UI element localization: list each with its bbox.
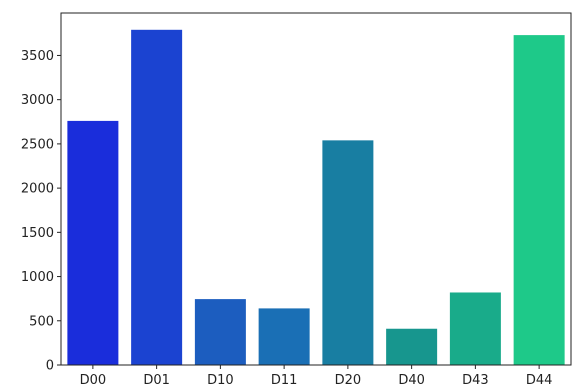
x-tick-label: D01 [143,373,170,388]
bar-d44 [513,35,565,366]
y-axis: 0 500 1000 1500 2000 2500 3000 3500 [21,49,61,374]
x-tick-label: D10 [207,373,234,388]
bar-d20 [322,140,374,365]
x-tick-label: D00 [80,373,107,388]
x-tick-label: D20 [335,373,362,388]
bar-d43 [449,292,501,365]
bars-group [67,29,565,366]
y-tick-label: 3500 [21,49,54,64]
bar-d00 [67,120,119,366]
x-tick-label: D11 [271,373,298,388]
x-tick-label: D40 [398,373,425,388]
y-tick-label: 2000 [21,182,54,197]
bar-d10 [194,299,246,365]
y-tick-label: 500 [29,314,54,329]
x-axis: D00 D01 D10 D11 D20 D40 D43 D44 [80,365,553,388]
y-tick-label: 2500 [21,137,54,152]
y-tick-label: 1000 [21,270,54,285]
bar-d40 [386,328,438,365]
plot-frame [60,12,572,366]
x-tick-label: D44 [526,373,553,388]
bar-d01 [131,29,183,366]
y-tick-label: 0 [46,359,54,374]
y-tick-label: 1500 [21,226,54,241]
bar-d11 [258,308,310,365]
y-tick-label: 3000 [21,93,54,108]
x-tick-label: D43 [462,373,489,388]
